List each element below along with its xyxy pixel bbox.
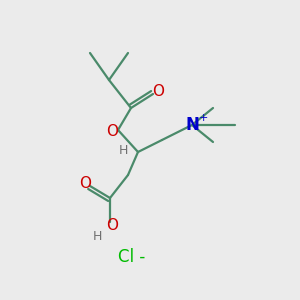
Text: H: H [92,230,102,244]
Text: H: H [118,143,128,157]
Text: O: O [106,218,118,233]
Text: O: O [152,83,164,98]
Text: O: O [79,176,91,191]
Text: +: + [198,113,208,123]
Text: N: N [185,116,199,134]
Text: O: O [106,124,118,140]
Text: Cl -: Cl - [118,248,146,266]
